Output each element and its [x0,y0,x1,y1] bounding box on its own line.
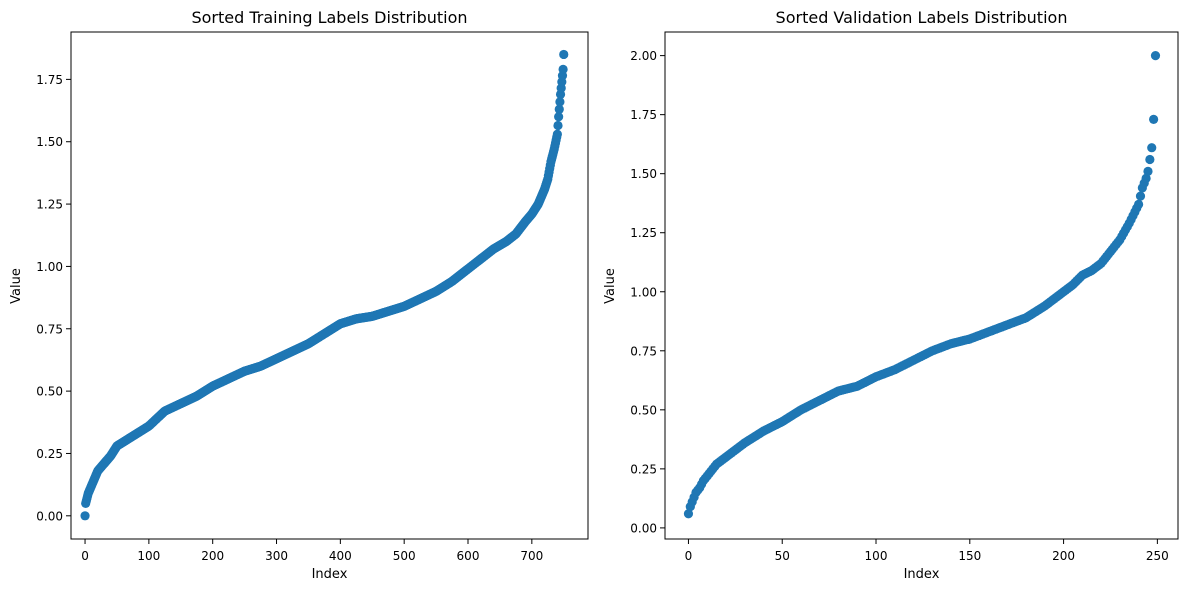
training-x-axis-label: Index [312,567,348,582]
validation-x-tick-label: 150 [958,549,981,563]
validation-y-tick-label: 0.25 [630,462,657,476]
training-x-tick-label: 400 [329,549,352,563]
validation-data-point [1147,143,1157,153]
training-data-point [559,49,569,60]
training-data-point [554,104,564,114]
validation-data-point [1134,199,1144,209]
training-x-tick-label: 500 [393,549,416,563]
validation-y-tick-label: 0.50 [630,403,657,417]
validation-y-axis-label: Value [603,268,618,304]
training-y-axis-label: Value [9,268,24,304]
validation-data-point [1135,191,1146,201]
validation-x-tick-label: 0 [685,549,693,563]
validation-x-tick-label: 100 [865,549,888,563]
training-x-tick-label: 300 [265,549,288,563]
training-y-tick-label: 0.50 [36,385,63,399]
training-plot-points [80,49,569,521]
training-plot-frame [70,31,589,540]
validation-data-point [1150,51,1161,61]
validation-data-point [1143,166,1153,176]
validation-data-point [1145,154,1155,165]
training-data-point [555,97,565,107]
validation-data-point [683,509,694,519]
training-y-tick-label: 1.00 [36,260,63,274]
training-data-point [554,112,564,122]
validation-y-tick-label: 1.50 [630,167,657,181]
training-data-point [558,64,568,75]
training-y-ticks: 0.00 0.25 0.50 0.75 1.00 1.25 1.50 1.75 [36,73,71,523]
training-x-tick-label: 100 [137,549,160,563]
training-x-tick-label: 200 [201,549,224,563]
training-y-tick-label: 1.50 [36,135,63,149]
validation-x-ticks: 0 50 100 150 200 250 [685,539,1169,563]
training-chart: Sorted Training Labels Distribution 0 100… [9,8,589,582]
training-y-tick-label: 1.25 [36,198,63,212]
training-x-ticks: 0 100 200 300 400 500 600 700 [81,539,543,563]
validation-x-tick-label: 50 [775,549,790,563]
validation-plot-frame [664,31,1179,540]
validation-y-tick-label: 1.75 [630,108,657,122]
validation-plot-points [683,51,1161,519]
validation-y-tick-label: 1.25 [630,226,657,240]
training-x-tick-label: 0 [81,549,89,563]
training-x-tick-label: 600 [457,549,480,563]
validation-y-tick-label: 0.00 [630,521,657,535]
validation-y-tick-label: 2.00 [630,49,657,63]
validation-y-tick-label: 0.75 [630,344,657,358]
validation-y-tick-label: 1.00 [630,285,657,299]
validation-x-tick-label: 200 [1052,549,1075,563]
training-y-tick-label: 0.00 [36,509,63,523]
validation-data-point [1149,114,1159,124]
training-y-tick-label: 0.25 [36,447,63,461]
validation-data-point [1141,173,1151,184]
validation-x-axis-label: Index [904,567,940,582]
validation-x-tick-label: 250 [1146,549,1169,563]
training-x-tick-label: 700 [520,549,543,563]
validation-chart: Sorted Validation Labels Distribution 0 5… [603,8,1179,582]
training-data-point [553,120,563,131]
training-y-tick-label: 1.75 [36,73,63,87]
training-data-point [80,511,90,521]
training-chart-title: Sorted Training Labels Distribution [191,8,467,27]
validation-y-ticks: 0.00 0.25 0.50 0.75 1.00 1.25 1.50 1.75 2.00 [630,49,665,535]
training-y-tick-label: 0.75 [36,322,63,336]
training-data-point [552,129,562,139]
validation-chart-title: Sorted Validation Labels Distribution [776,8,1068,27]
